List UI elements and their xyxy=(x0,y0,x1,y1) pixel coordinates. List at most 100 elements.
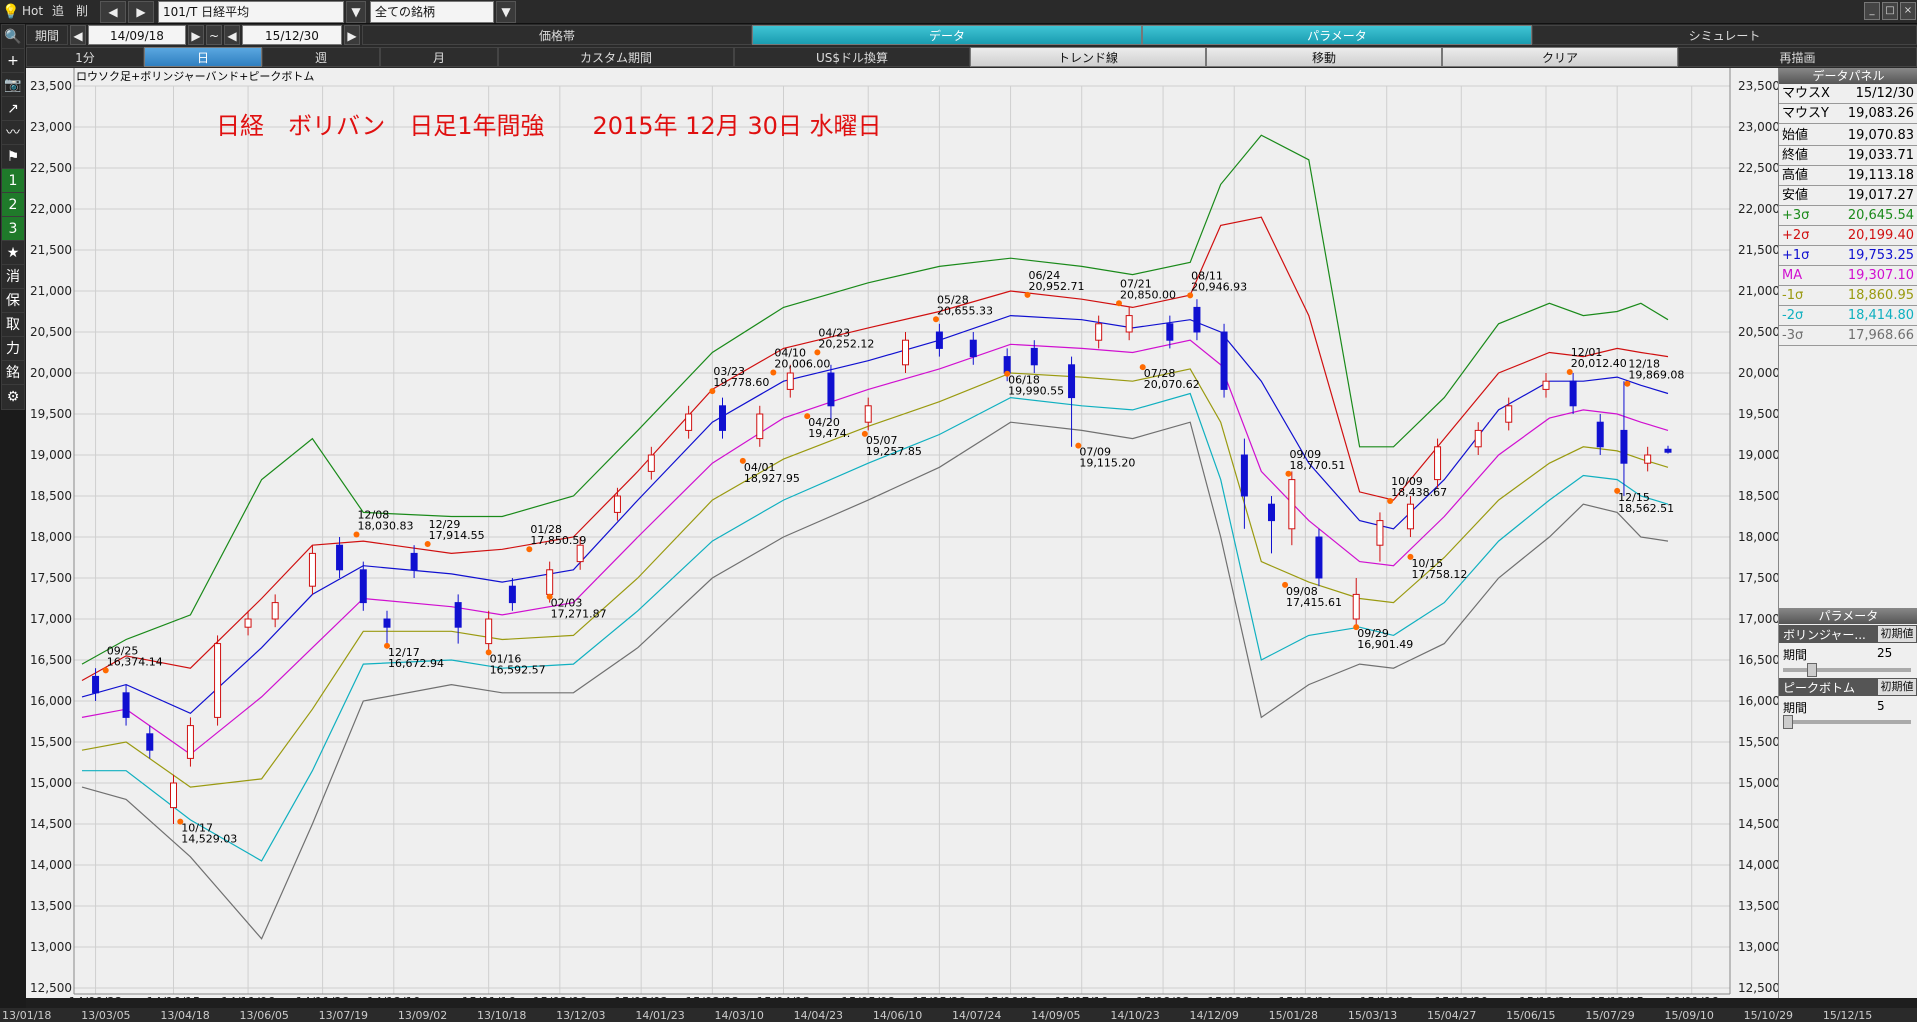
redraw-button[interactable]: 再描画 xyxy=(1678,47,1917,67)
tab-daily[interactable]: 日 xyxy=(144,47,262,67)
bollinger-period-label: 期間 xyxy=(1783,648,1808,662)
candle-body xyxy=(1474,429,1482,448)
x-tick-label: 15/08/03 xyxy=(1136,995,1190,998)
bollinger-period-value[interactable]: 25 xyxy=(1877,646,1893,660)
prev-symbol-button[interactable]: ◀ xyxy=(100,1,126,23)
overview-strip[interactable]: 13/01/18 13/03/05 13/04/18 13/06/05 13/07/19… xyxy=(0,1008,1917,1022)
two-icon[interactable]: 2 xyxy=(1,192,25,218)
x-tick-label: 14/11/28 xyxy=(296,995,350,998)
brand-icon[interactable]: 銘 xyxy=(1,360,25,386)
x-tick-label: 15/08/24 xyxy=(1207,995,1261,998)
candle-body xyxy=(410,552,418,571)
overview-tick-label: 15/07/29 xyxy=(1585,1009,1634,1022)
band-line xyxy=(81,134,1669,665)
take-icon[interactable]: 取 xyxy=(1,312,25,338)
peak-reset-button[interactable]: 初期値 xyxy=(1878,679,1916,695)
three-icon[interactable]: 3 xyxy=(1,216,25,242)
panel-row-label: -1σ xyxy=(1782,288,1804,303)
tab-usd-convert[interactable]: US$ドル換算 xyxy=(734,47,970,67)
date-from-prev-button[interactable]: ◀ xyxy=(70,25,86,45)
tab-1min[interactable]: 1分 xyxy=(26,47,144,67)
panel-row: -2σ 18,414.80 xyxy=(1779,306,1917,326)
erase-icon[interactable]: 消 xyxy=(1,264,25,290)
peak-value-label: 16,901.49 xyxy=(1357,638,1413,651)
date-to-next-button[interactable]: ▶ xyxy=(344,25,360,45)
minimize-icon[interactable]: _ xyxy=(1864,2,1880,20)
symbol-dropdown-icon[interactable]: ▼ xyxy=(346,1,366,23)
plus-icon[interactable]: + xyxy=(1,48,25,74)
tab-weekly[interactable]: 週 xyxy=(262,47,380,67)
overview-tick-label: 13/03/05 xyxy=(81,1009,130,1022)
date-to-prev-button[interactable]: ◀ xyxy=(224,25,240,45)
gear-icon[interactable]: ⚙ xyxy=(1,384,25,410)
tab-custom-period[interactable]: カスタム期間 xyxy=(498,47,734,67)
close-icon[interactable]: × xyxy=(1900,2,1916,20)
trendline-button[interactable]: トレンド線 xyxy=(970,47,1206,67)
tab-parameter[interactable]: パラメータ xyxy=(1142,25,1532,45)
peak-period-value[interactable]: 5 xyxy=(1877,699,1885,713)
y-tick-left: 20,000 xyxy=(30,366,72,380)
symbol-input[interactable]: 101/T 日経平均 xyxy=(158,1,344,23)
peak-value-label: 20,952.71 xyxy=(1029,280,1085,293)
candle-body xyxy=(935,331,943,349)
camera-icon[interactable]: 📷 xyxy=(1,72,25,98)
x-tick-label: 15/05/29 xyxy=(912,995,966,998)
next-symbol-button[interactable]: ▶ xyxy=(128,1,154,23)
bollinger-reset-button[interactable]: 初期値 xyxy=(1878,626,1916,642)
bollinger-slider-knob[interactable] xyxy=(1806,663,1817,677)
flag-icon[interactable]: ⚑ xyxy=(1,144,25,170)
filter-dropdown-icon[interactable]: ▼ xyxy=(496,1,516,23)
peak-marker xyxy=(814,349,821,356)
overview-tick-label: 14/04/23 xyxy=(794,1009,843,1022)
clear-button[interactable]: クリア xyxy=(1442,47,1678,67)
date-to-input[interactable]: 15/12/30 xyxy=(242,25,342,45)
data-panel: データパネル マウスX 15/12/30 マウスY 19,083.26 始値 19… xyxy=(1778,68,1917,998)
mouse-x-value: 15/12/30 xyxy=(1855,86,1914,101)
y-tick-right: 14,000 xyxy=(1738,858,1778,872)
tab-monthly[interactable]: 月 xyxy=(380,47,498,67)
x-tick-label: 14/09/22 xyxy=(69,995,123,998)
peak-marker xyxy=(770,369,777,376)
peak-slider-track[interactable] xyxy=(1783,715,1911,729)
date-from-next-button[interactable]: ▶ xyxy=(188,25,204,45)
peak-value-label: 19,257.85 xyxy=(866,445,922,458)
peak-value-label: 19,778.60 xyxy=(713,376,769,389)
bollinger-slider-track[interactable] xyxy=(1783,663,1911,677)
candle-body xyxy=(902,339,909,366)
tab-price-band[interactable]: 価格帯 xyxy=(362,25,752,45)
candle-body xyxy=(1003,356,1011,374)
hot-button[interactable]: Hot xyxy=(22,4,44,18)
panel-row-value: 17,968.66 xyxy=(1847,328,1914,343)
y-tick-left: 15,500 xyxy=(30,735,72,749)
peak-marker xyxy=(1353,624,1360,631)
filter-select[interactable]: 全ての銘柄 xyxy=(370,1,494,23)
overview-tick-label: 14/01/23 xyxy=(635,1009,684,1022)
save-icon[interactable]: 保 xyxy=(1,288,25,314)
add-button[interactable]: 追 xyxy=(52,4,65,18)
chart-subtitle: ロウソク足+ボリンジャーバンド+ピークボトム xyxy=(76,70,314,83)
bulb-icon[interactable]: 💡 xyxy=(2,4,20,20)
tab-simulate[interactable]: シミュレート xyxy=(1532,25,1917,45)
peak-date-label: 08/11 xyxy=(1191,269,1223,282)
candle-body xyxy=(244,618,252,628)
panel-row-value: 19,307.10 xyxy=(1847,268,1914,283)
power-icon[interactable]: 力 xyxy=(1,336,25,362)
multi-line-icon[interactable]: 〰 xyxy=(1,120,25,146)
tab-data[interactable]: データ xyxy=(752,25,1142,45)
date-from-input[interactable]: 14/09/18 xyxy=(88,25,186,45)
maximize-icon[interactable]: □ xyxy=(1882,2,1898,20)
search-icon[interactable]: 🔍 xyxy=(1,24,25,50)
move-button[interactable]: 移動 xyxy=(1206,47,1442,67)
chart-area[interactable]: 09/25 16,374.14 10/17 14,529.03 12/08 18,030.… xyxy=(26,68,1778,998)
band-line xyxy=(81,421,1669,940)
peak-slider-knob[interactable] xyxy=(1783,715,1793,729)
overview-tick-label: 13/12/03 xyxy=(556,1009,605,1022)
delete-button[interactable]: 削 xyxy=(76,4,89,18)
peak-date-label: 05/07 xyxy=(866,434,898,447)
y-tick-right: 16,000 xyxy=(1738,694,1778,708)
candle-body xyxy=(146,733,154,751)
line-chart-icon[interactable]: ↗ xyxy=(1,96,25,122)
peak-value-label: 17,914.55 xyxy=(429,529,485,542)
star-icon[interactable]: ★ xyxy=(1,240,25,266)
one-icon[interactable]: 1 xyxy=(1,168,25,194)
